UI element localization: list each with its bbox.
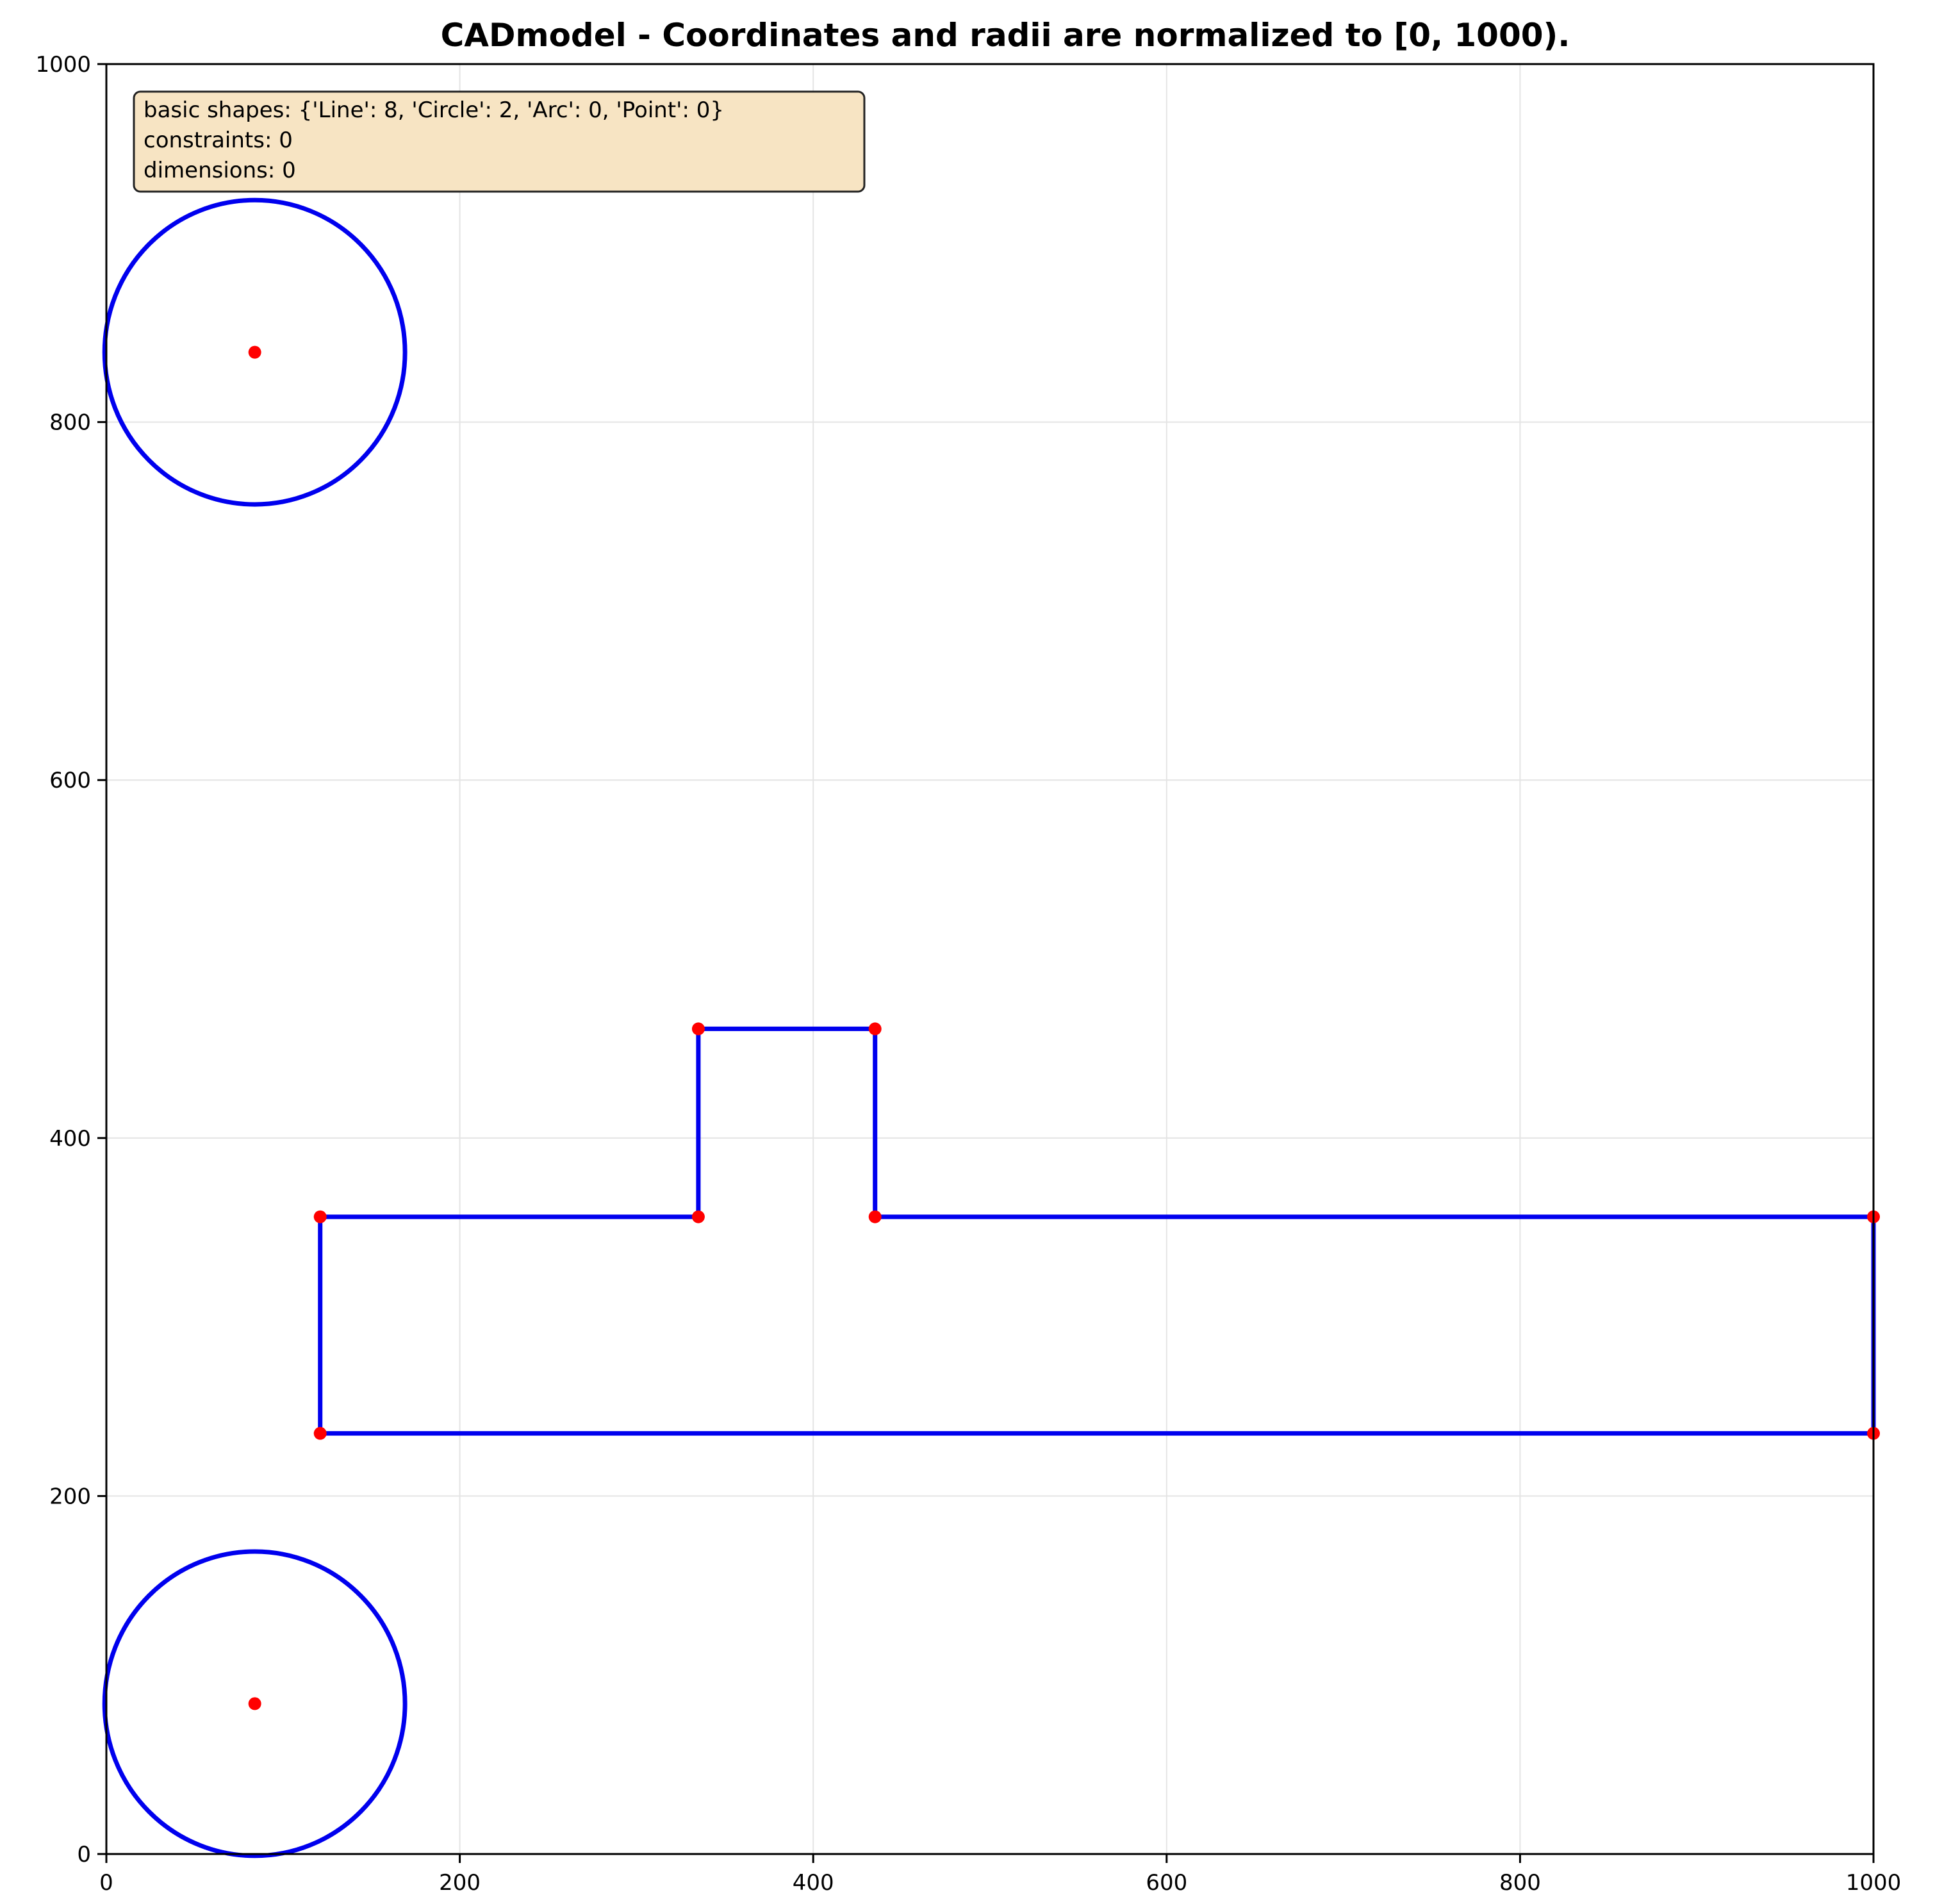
- x-tick-label-1: 200: [439, 1870, 481, 1896]
- sketch-point-0: [313, 1210, 327, 1223]
- sketch-point-3: [868, 1022, 882, 1036]
- x-tick-label-0: 0: [99, 1870, 113, 1896]
- x-tick-label-3: 600: [1146, 1870, 1187, 1896]
- info-box-background: [133, 90, 866, 193]
- y-tick-label-5: 1000: [35, 52, 91, 78]
- y-tick-label-0: 0: [77, 1842, 91, 1867]
- points: [248, 345, 1880, 1710]
- sketch-point-4: [868, 1210, 882, 1223]
- sketch-circle-1: [102, 1549, 408, 1858]
- x-tick-label-2: 400: [793, 1870, 834, 1896]
- y-tick-label-4: 800: [49, 410, 91, 436]
- x-tick-label-4: 800: [1499, 1870, 1541, 1896]
- info-line-constraints: constraints: 0: [144, 128, 293, 153]
- info-box: basic shapes: {'Line': 8, 'Circle': 2, '…: [133, 90, 866, 193]
- sketch-point-8: [248, 345, 261, 359]
- info-line-dimensions: dimensions: 0: [144, 158, 296, 183]
- y-tick-label-3: 600: [49, 768, 91, 793]
- sketch-point-7: [313, 1427, 327, 1440]
- sketch-point-9: [248, 1697, 261, 1710]
- y-tick-label-1: 200: [49, 1484, 91, 1509]
- chart-title: CADmodel - Coordinates and radii are nor…: [441, 17, 1570, 54]
- sketch-point-2: [691, 1022, 705, 1036]
- info-line-shapes: basic shapes: {'Line': 8, 'Circle': 2, '…: [144, 97, 724, 123]
- x-tick-label-5: 1000: [1846, 1870, 1902, 1896]
- plot-frame: [105, 63, 1875, 1855]
- y-tick-label-2: 400: [49, 1126, 91, 1152]
- axis-ticks: 0 200 400 600 800 1000 0 200 400 600 800 1000: [35, 52, 1901, 1896]
- sketch-circle-0: [102, 197, 408, 507]
- sketch-point-1: [691, 1210, 705, 1223]
